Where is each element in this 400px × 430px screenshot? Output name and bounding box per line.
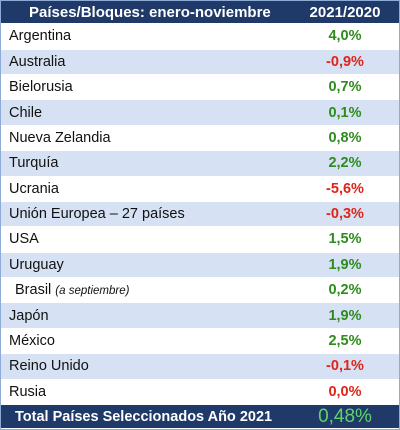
country-name: Uruguay xyxy=(1,257,291,273)
country-label: Nueva Zelandia xyxy=(9,129,111,146)
table-row: Turquía 2,2% xyxy=(1,151,399,177)
country-name: México xyxy=(1,333,291,349)
header-period: 2021/2020 xyxy=(309,3,381,21)
table-row: Japón 1,9% xyxy=(1,303,399,329)
growth-value: -0,3% xyxy=(326,206,364,223)
header-country: Países/Bloques: enero-noviembre xyxy=(29,3,271,21)
growth-value: -5,6% xyxy=(326,180,364,197)
country-label: México xyxy=(9,333,55,350)
growth-value: 2,5% xyxy=(328,333,362,350)
growth-value: 0,2% xyxy=(328,282,362,299)
country-name: Unión Europea – 27 países xyxy=(1,206,291,222)
table-row: Australia -0,9% xyxy=(1,49,399,75)
country-name: Turquía xyxy=(1,155,291,171)
country-label: Ucrania xyxy=(9,180,59,197)
table-footer: Total Países Seleccionados Año 2021 0,48… xyxy=(1,405,399,429)
country-label: Japón xyxy=(9,307,49,324)
growth-value: 2,2% xyxy=(328,155,362,172)
growth-value: 1,5% xyxy=(328,231,362,248)
table-row: Uruguay 1,9% xyxy=(1,252,399,279)
table-body: Argentina 4,0% Australia -0,9% Bielorusia 0,7… xyxy=(1,24,399,406)
country-name: Nueva Zelandia xyxy=(1,130,291,146)
country-label: Rusia xyxy=(9,383,47,400)
table-row: Argentina 4,0% xyxy=(1,24,399,50)
country-name: Bielorusia xyxy=(1,79,291,95)
country-label: Brasil xyxy=(15,282,52,299)
country-name: Brasil (a septiembre) xyxy=(1,282,291,298)
country-name: Ucrania xyxy=(1,181,291,197)
footer-value: 0,48% xyxy=(318,405,372,427)
country-name: USA xyxy=(1,231,291,247)
table-row: Nueva Zelandia 0,8% xyxy=(1,125,399,152)
country-label: Australia xyxy=(9,53,66,70)
growth-value: 0,7% xyxy=(328,79,362,96)
growth-value: 1,9% xyxy=(328,307,362,324)
country-label: Reino Unido xyxy=(9,358,89,375)
country-name: Rusia xyxy=(1,384,291,400)
country-label: Turquía xyxy=(9,155,59,172)
country-label: Unión Europea – 27 países xyxy=(9,206,185,223)
country-label: Argentina xyxy=(9,28,72,45)
table-row: Reino Unido -0,1% xyxy=(1,354,399,380)
table-row: México 2,5% xyxy=(1,328,399,355)
table-row: Bielorusia 0,7% xyxy=(1,74,399,101)
country-label: Bielorusia xyxy=(9,79,73,96)
country-label: Uruguay xyxy=(9,256,64,273)
table-row: Unión Europea – 27 países -0,3% xyxy=(1,201,399,228)
table-row: Ucrania -5,6% xyxy=(1,176,399,202)
country-name: Reino Unido xyxy=(1,358,291,374)
table-header: Países/Bloques: enero-noviembre 2021/202… xyxy=(1,1,399,25)
growth-value: -0,1% xyxy=(326,358,364,375)
footer-label: Total Países Seleccionados Año 2021 xyxy=(15,408,273,425)
country-name: Japón xyxy=(1,308,291,324)
country-name: Argentina xyxy=(1,28,291,44)
country-label: Chile xyxy=(9,104,43,121)
growth-value: 4,0% xyxy=(328,28,362,45)
growth-value: 0,1% xyxy=(328,104,362,121)
table-row: Chile 0,1% xyxy=(1,100,399,126)
table-row: USA 1,5% xyxy=(1,227,399,253)
country-name: Australia xyxy=(1,54,291,70)
table-row: Brasil (a septiembre) 0,2% xyxy=(1,278,399,304)
country-name: Chile xyxy=(1,105,291,121)
growth-value: -0,9% xyxy=(326,53,364,70)
growth-value: 0,0% xyxy=(328,383,362,400)
country-label: USA xyxy=(9,231,39,248)
table-row: Rusia 0,0% xyxy=(1,379,399,406)
growth-value: 0,8% xyxy=(328,129,362,146)
country-note: (a septiembre) xyxy=(55,285,130,298)
growth-value: 1,9% xyxy=(328,256,362,273)
